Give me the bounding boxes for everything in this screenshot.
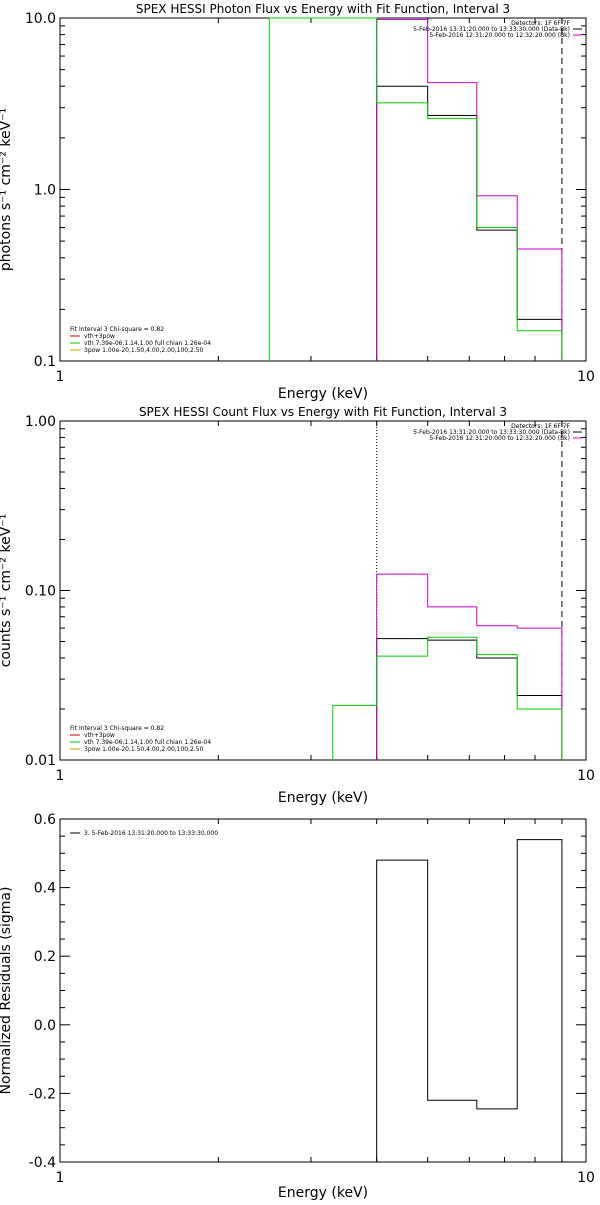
legend-left-entry: 3pow 1.00e-20,1.50,4.00,2.00,100,2.50 bbox=[84, 347, 204, 354]
x-tick-label: 10 bbox=[577, 1170, 595, 1186]
plot-frame bbox=[59, 818, 587, 1163]
chart-title: SPEX HESSI Photon Flux vs Energy with Fi… bbox=[136, 2, 510, 16]
legend-left-entry: vth 7.39e-06,1.14,1.00 full chian 1.26e-… bbox=[84, 739, 211, 746]
series-1-step-line bbox=[376, 85, 563, 361]
series-1-step-line bbox=[376, 839, 563, 1162]
y-tick-label: 10.0 bbox=[25, 11, 56, 27]
x-axis-label: Energy (keV) bbox=[278, 790, 368, 806]
legend-left-entry: vth+3pow bbox=[84, 333, 115, 340]
y-axis: 0.01 0.10 1.00 bbox=[25, 414, 586, 769]
y-axis-label: photons s⁻¹ cm⁻² keV⁻¹ bbox=[0, 108, 14, 271]
series-3-step-line bbox=[332, 636, 563, 760]
y-axis-label: counts s⁻¹ cm⁻² keV⁻¹ bbox=[0, 514, 14, 668]
plot-frame bbox=[59, 420, 587, 761]
y-tick-label: -0.4 bbox=[29, 1155, 56, 1171]
plot-frame bbox=[59, 17, 587, 362]
legend-left-entry: Fit Interval 3 Chi-square = 0.82 bbox=[70, 725, 164, 732]
legend-right-entry: Detectors: 1F 6F 7F bbox=[511, 20, 570, 27]
x-tick-label: 10 bbox=[577, 768, 595, 784]
y-tick-label: 0.6 bbox=[34, 812, 56, 828]
y-tick-label: 1.00 bbox=[25, 414, 56, 430]
legend-left-entry: Fit Interval 3 Chi-square = 0.82 bbox=[70, 326, 164, 333]
series-2-step-line bbox=[376, 573, 563, 760]
y-axis: -0.4 -0.2 0.0 0.2 0.4 0.6 bbox=[29, 812, 586, 1171]
x-tick-label: 1 bbox=[56, 1170, 65, 1186]
panel-3: 1 10 Energy (keV) -0.4 -0.2 0.0 0.2 0.4 0.6 Norma… bbox=[0, 812, 595, 1201]
legend-right-entry: 5-Feb-2016 13:31:20.000 to 13:33:30.000 … bbox=[413, 26, 570, 33]
legend-left-entry: 3pow 1.00e-20,1.50,4.00,2.00,100,2.50 bbox=[84, 746, 204, 753]
legend-right-entry: 5-Feb-2016 12:31:20.000 to 12:32:20.000 … bbox=[429, 435, 570, 442]
legend-left: Fit Interval 3 Chi-square = 0.82vth+3pow… bbox=[70, 725, 211, 753]
x-axis: 1 10 bbox=[56, 421, 595, 784]
series-1-step-line bbox=[376, 638, 563, 760]
legend-left-entry: vth 7.39e-06,1.14,1.00 full chian 1.26e-… bbox=[84, 340, 211, 347]
legend-left-entry: vth+3pow bbox=[84, 732, 115, 739]
y-axis: 0.1 1.0 10.0 bbox=[25, 11, 586, 370]
legend-left-entry: 3. 5-Feb-2016 13:31:20.000 to 13:33:30.0… bbox=[84, 830, 218, 837]
y-tick-label: -0.2 bbox=[29, 1086, 56, 1102]
legend-right-entry: 5-Feb-2016 12:31:20.000 to 12:32:20.000 … bbox=[429, 32, 570, 39]
legend-left: 3. 5-Feb-2016 13:31:20.000 to 13:33:30.0… bbox=[70, 830, 218, 837]
y-tick-label: 1.0 bbox=[34, 183, 56, 199]
legend-right-entry: 5-Feb-2016 13:31:20.000 to 13:33:30.000 … bbox=[413, 429, 570, 436]
y-tick-label: 0.10 bbox=[25, 584, 56, 600]
legend-left: Fit Interval 3 Chi-square = 0.82vth+3pow… bbox=[70, 326, 211, 354]
x-tick-label: 1 bbox=[56, 369, 65, 385]
panel-1: SPEX HESSI Photon Flux vs Energy with Fi… bbox=[0, 2, 595, 402]
y-tick-label: 0.01 bbox=[25, 753, 56, 769]
x-axis-label: Energy (keV) bbox=[278, 1185, 368, 1200]
y-tick-label: 0.0 bbox=[34, 1018, 56, 1034]
panel-2: SPEX HESSI Count Flux vs Energy with Fit… bbox=[0, 405, 595, 806]
y-axis-label: Normalized Residuals (sigma) bbox=[0, 887, 14, 1095]
x-tick-label: 1 bbox=[56, 768, 65, 784]
x-axis: 1 10 bbox=[56, 819, 595, 1186]
y-tick-label: 0.2 bbox=[34, 949, 56, 965]
x-axis-label: Energy (keV) bbox=[278, 386, 368, 402]
legend-right: Detectors: 1F 6F 7F5-Feb-2016 13:31:20.0… bbox=[413, 20, 582, 39]
chart-title: SPEX HESSI Count Flux vs Energy with Fit… bbox=[139, 405, 507, 419]
legend-right: Detectors: 1F 6F 7F5-Feb-2016 13:31:20.0… bbox=[413, 423, 582, 442]
y-tick-label: 0.1 bbox=[34, 354, 56, 370]
series-2-step-line bbox=[376, 19, 563, 361]
y-tick-label: 0.4 bbox=[34, 881, 56, 897]
x-tick-label: 10 bbox=[577, 369, 595, 385]
series-3-step-line bbox=[268, 17, 563, 361]
x-axis: 1 10 bbox=[56, 18, 595, 385]
legend-right-entry: Detectors: 1F 6F 7F bbox=[511, 423, 570, 430]
